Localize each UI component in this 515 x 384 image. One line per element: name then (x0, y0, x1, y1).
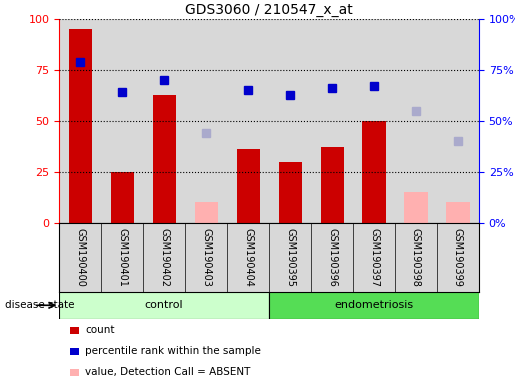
Bar (59, 19, 101, 223)
Text: disease state: disease state (5, 300, 75, 310)
Bar (437, 19, 479, 223)
Text: GSM190404: GSM190404 (243, 228, 253, 287)
Bar (269, 19, 311, 223)
Title: GDS3060 / 210547_x_at: GDS3060 / 210547_x_at (185, 3, 353, 17)
Bar (68, 30, 92, 223)
Text: GSM190401: GSM190401 (117, 228, 127, 287)
Text: count: count (85, 325, 114, 335)
Bar (59, 292, 269, 319)
Bar (279, 162, 302, 223)
Bar (269, 292, 479, 319)
Text: value, Detection Call = ABSENT: value, Detection Call = ABSENT (85, 367, 250, 377)
Text: GSM190398: GSM190398 (411, 228, 421, 287)
Bar (363, 121, 386, 223)
Text: endometriosis: endometriosis (334, 300, 414, 310)
Bar (152, 94, 176, 223)
Bar (143, 19, 185, 223)
Bar (447, 202, 470, 223)
Bar (101, 19, 143, 223)
Bar (320, 147, 344, 223)
Text: GSM190396: GSM190396 (327, 228, 337, 287)
Text: GSM190403: GSM190403 (201, 228, 211, 287)
Bar (311, 19, 353, 223)
Text: GSM190395: GSM190395 (285, 228, 295, 287)
Bar (395, 19, 437, 223)
Bar (353, 19, 395, 223)
Text: percentile rank within the sample: percentile rank within the sample (85, 346, 261, 356)
Text: GSM190399: GSM190399 (453, 228, 463, 287)
Text: GSM190402: GSM190402 (159, 228, 169, 287)
Text: GSM190400: GSM190400 (75, 228, 85, 287)
Bar (185, 19, 227, 223)
Bar (111, 172, 134, 223)
Bar (195, 202, 218, 223)
Bar (227, 19, 269, 223)
Bar (236, 149, 260, 223)
Text: GSM190397: GSM190397 (369, 228, 379, 287)
Bar (404, 192, 427, 223)
Text: control: control (145, 300, 183, 310)
